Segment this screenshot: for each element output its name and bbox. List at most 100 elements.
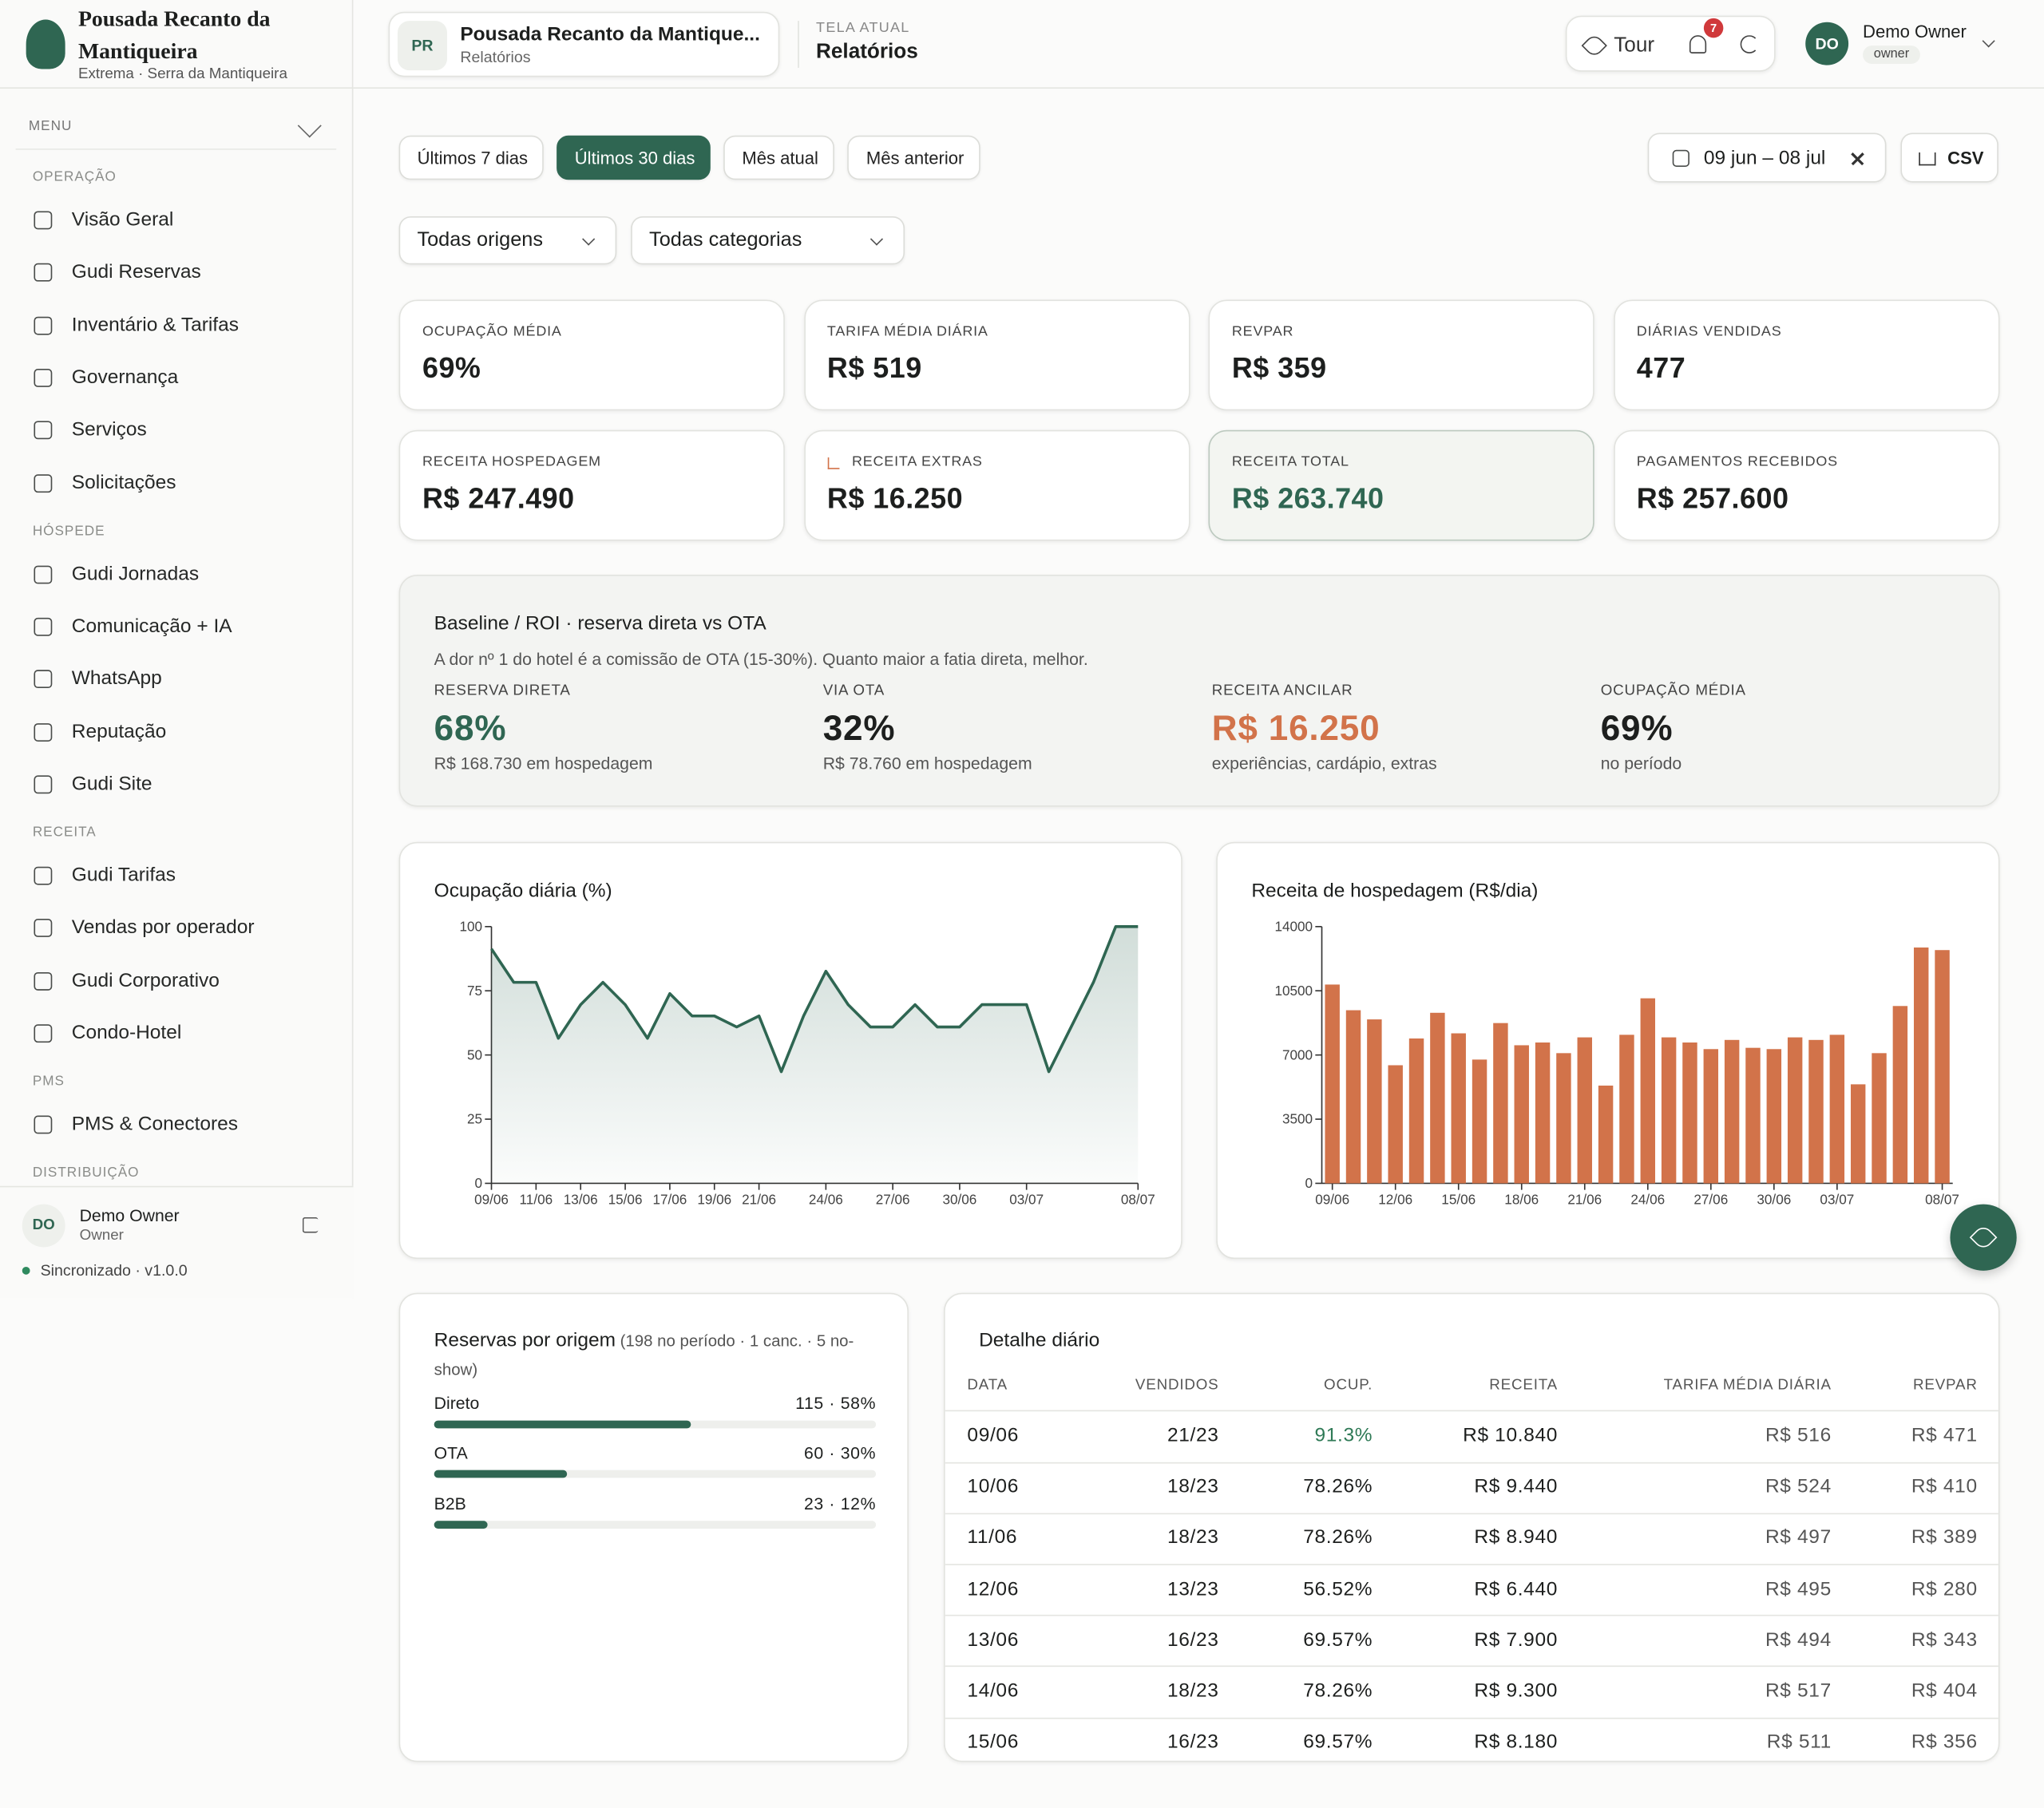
metric-value: 69% (1600, 708, 1674, 748)
menu-item[interactable]: WhatsApp (18, 657, 336, 702)
menu-item[interactable]: Condo-Hotel (18, 1011, 336, 1056)
menu-item[interactable]: Governança (18, 356, 336, 401)
tour-button[interactable]: Tour (1614, 34, 1655, 57)
date-range[interactable]: 09 jun – 08 jul (1647, 133, 1887, 183)
bar (1367, 1019, 1382, 1184)
chart-card: Receita de hospedagem (R$/dia) 0 3500 7000 1… (1216, 841, 2000, 1260)
bar (1430, 1012, 1445, 1184)
baseline-title: Baseline / ROI · reserva direta vs OTA (434, 612, 766, 635)
menu-item-label: Gudi Site (71, 773, 153, 795)
period-label: Últimos 7 dias (417, 148, 529, 168)
menu-item[interactable]: Reputação (18, 710, 336, 754)
menu-item[interactable]: Vendas por operador (18, 906, 336, 951)
icon (34, 473, 53, 493)
kpi-card: TARIFA MÉDIA DIÁRIA R$ 519 (803, 299, 1190, 411)
x-tick-label: 30/06 (1757, 1192, 1791, 1208)
user-role: Owner (79, 1228, 124, 1244)
x-tick-label: 09/06 (1315, 1192, 1349, 1208)
menu-item[interactable]: Comunicação + IA (18, 605, 336, 650)
bar (1935, 950, 1950, 1184)
x-tick-label: 24/06 (809, 1192, 843, 1208)
metric-value: 32% (822, 708, 896, 748)
menu-item-label: PMS & Conectores (71, 1113, 239, 1135)
menu-item-label: Inventário & Tarifas (71, 313, 239, 336)
icon (34, 1024, 53, 1043)
column-header: OCUP. (1324, 1377, 1373, 1394)
period-button[interactable]: Mês anterior (847, 135, 980, 180)
metric-note: R$ 168.730 em hospedagem (434, 754, 653, 773)
metric-note: R$ 78.760 em hospedagem (822, 754, 1032, 773)
menu-item[interactable]: Gudi Site (18, 762, 336, 807)
bar (1892, 1006, 1908, 1184)
bar (1345, 1010, 1361, 1184)
menu-item[interactable]: Gudi Reservas (18, 251, 336, 295)
column-header: DATA (967, 1377, 1008, 1394)
metric-value: 68% (434, 708, 507, 748)
menu-item[interactable]: Visão Geral (18, 198, 336, 243)
csv-button[interactable]: CSV (1900, 133, 1998, 183)
x-tick-label: 15/06 (1441, 1192, 1476, 1208)
select[interactable]: Todas categorias (631, 216, 905, 265)
select[interactable]: Todas origens (398, 216, 617, 265)
table-cell: 10/06 (967, 1475, 1019, 1498)
header-divider (798, 21, 799, 68)
menu-item[interactable]: PMS & Conectores (18, 1102, 336, 1147)
chart-title: Receita de hospedagem (R$/dia) (1251, 880, 1538, 901)
row-rule (945, 1717, 1998, 1719)
date-range-label: 09 jun – 08 jul (1703, 146, 1826, 169)
x-tick-label: 21/06 (742, 1192, 776, 1208)
table-cell: R$ 356 (1911, 1731, 1978, 1754)
bar (1787, 1037, 1803, 1184)
table-cell: 78.26% (1303, 1526, 1373, 1549)
assistant-button[interactable] (1950, 1204, 2017, 1271)
menu-item[interactable]: Gudi Corporativo (18, 959, 336, 1003)
status-dot (22, 1266, 30, 1275)
table-cell: 18/23 (1167, 1679, 1219, 1703)
x-tick-label: 27/06 (876, 1192, 910, 1208)
y-tick-label: 75 (467, 983, 482, 999)
bell[interactable] (1689, 35, 1707, 53)
table-cell: R$ 404 (1911, 1679, 1978, 1703)
kpi-label: DIÁRIAS VENDIDAS (1636, 323, 1782, 340)
menu-item[interactable]: Solicitações (18, 461, 336, 505)
kpi-value: R$ 359 (1231, 351, 1327, 385)
menu-item[interactable]: Serviços (18, 409, 336, 453)
period-button[interactable]: Últimos 7 dias (398, 135, 544, 180)
period-button[interactable]: Mês atual (723, 135, 834, 180)
user-name: Demo Owner (79, 1205, 180, 1226)
kpi-card: RECEITA TOTAL R$ 263.740 (1208, 429, 1594, 540)
kpi-value: 69% (422, 351, 481, 385)
logout[interactable] (302, 1217, 319, 1233)
table-cell: R$ 7.900 (1474, 1628, 1559, 1652)
row-rule (945, 1564, 1998, 1565)
menu-item-label: Serviços (71, 418, 147, 441)
icon (34, 971, 53, 991)
menu-item[interactable]: Gudi Tarifas (18, 853, 336, 898)
menu-item[interactable]: Gudi Jornadas (18, 552, 336, 597)
chart: Ocupação diária (%) 0 25 50 75 100 09/06 11/06 1… (434, 880, 1155, 1208)
x-tick-label: 09/06 (474, 1192, 509, 1208)
period-button[interactable]: Últimos 30 dias (557, 135, 711, 180)
kpi-value: 477 (1636, 351, 1686, 385)
kpi-label: RECEITA HOSPEDAGEM (422, 453, 601, 469)
property-initials: PR (411, 36, 434, 55)
bar (1808, 1039, 1824, 1184)
table-cell: 16/23 (1167, 1731, 1219, 1754)
metric-value: R$ 16.250 (1211, 708, 1380, 748)
kpi-value: R$ 519 (826, 351, 922, 385)
origin-track (434, 1520, 877, 1529)
bar (1640, 998, 1656, 1184)
select-label: Todas categorias (649, 228, 802, 251)
table-cell: R$ 10.840 (1463, 1424, 1559, 1447)
bar (1703, 1049, 1719, 1184)
theme-toggle[interactable] (1740, 35, 1759, 53)
section-title: PMS (32, 1073, 65, 1090)
menu-item[interactable]: Inventário & Tarifas (18, 303, 336, 348)
property-switcher[interactable]: PR Pousada Recanto da Mantique... Relatóri… (388, 11, 780, 77)
period-label: Últimos 30 dias (574, 148, 695, 168)
table-cell: 13/06 (967, 1628, 1019, 1652)
table-cell: 21/23 (1167, 1424, 1219, 1447)
brand-name: Pousada Recanto da (77, 6, 271, 31)
chart: Receita de hospedagem (R$/dia) 0 3500 7000 1… (1251, 880, 1959, 1208)
x-tick-label: 15/06 (608, 1192, 643, 1208)
